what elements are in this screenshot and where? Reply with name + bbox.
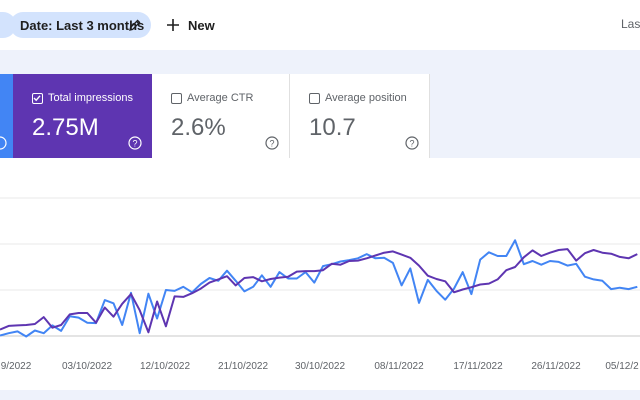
new-filter-button[interactable]: New <box>166 12 215 38</box>
x-tick-label: 9/2022 <box>1 361 32 372</box>
date-range-label: Date: Last 3 months <box>20 17 145 33</box>
x-tick-label: 08/11/2022 <box>374 361 424 372</box>
x-tick-label: 12/10/2022 <box>140 361 190 372</box>
series-line-impressions <box>0 248 638 334</box>
metric-value: 2.6% <box>171 114 226 141</box>
x-tick-label: 17/11/2022 <box>453 361 503 372</box>
new-button-label: New <box>188 17 215 33</box>
help-circle-icon[interactable]: ? <box>128 136 142 150</box>
svg-text:?: ? <box>269 138 274 148</box>
series-line-clicks <box>0 239 638 338</box>
metric-card-ctr[interactable]: Average CTR 2.6% ? <box>152 74 290 158</box>
checkbox-unchecked-icon[interactable] <box>309 93 320 104</box>
plus-icon <box>167 19 179 31</box>
metric-cards: Total impressions 2.75M ? Average CTR 2.… <box>0 74 430 158</box>
last-updated-text: Last <box>621 17 640 31</box>
x-tick-label: 21/10/2022 <box>218 361 268 372</box>
metric-card-position[interactable]: Average position 10.7 ? <box>290 74 430 158</box>
metric-label: Average CTR <box>187 92 254 104</box>
metric-card-impressions[interactable]: Total impressions 2.75M ? <box>13 74 152 158</box>
help-circle-icon[interactable]: ? <box>405 136 419 150</box>
metric-card-clicks[interactable] <box>0 74 13 158</box>
pencil-icon[interactable] <box>128 18 142 32</box>
metric-value: 2.75M <box>32 114 99 141</box>
x-tick-label: 30/10/2022 <box>295 361 345 372</box>
svg-text:?: ? <box>132 138 137 148</box>
metric-label: Total impressions <box>48 92 133 104</box>
performance-chart: 9/2022 03/10/2022 12/10/2022 21/10/2022 30/1… <box>0 158 640 390</box>
check-icon <box>33 95 41 102</box>
checkbox-unchecked-icon[interactable] <box>171 93 182 104</box>
chart-svg: 9/2022 03/10/2022 12/10/2022 21/10/2022 30/1… <box>0 197 640 372</box>
x-tick-label: 03/10/2022 <box>62 361 112 372</box>
metric-label: Average position <box>325 92 407 104</box>
checkbox-checked-icon[interactable] <box>32 93 43 104</box>
svg-text:?: ? <box>409 138 414 148</box>
toolbar: Date: Last 3 months New Last <box>0 0 640 50</box>
date-range-chip[interactable]: Date: Last 3 months <box>10 12 151 38</box>
help-circle-icon[interactable] <box>0 136 7 150</box>
metric-value: 10.7 <box>309 114 356 141</box>
x-tick-label: 05/12/2 <box>605 361 639 372</box>
x-tick-label: 26/11/2022 <box>531 361 581 372</box>
help-circle-icon[interactable]: ? <box>265 136 279 150</box>
